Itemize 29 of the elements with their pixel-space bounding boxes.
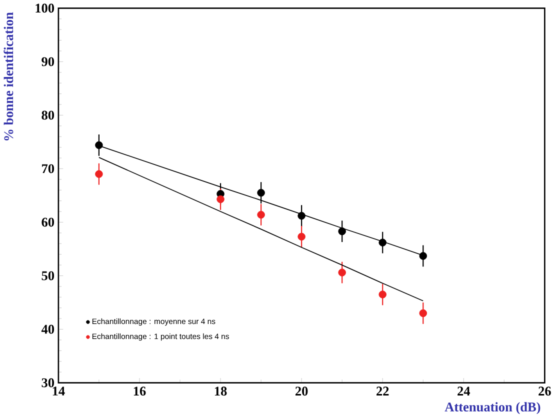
y-tick-label: 50 bbox=[42, 271, 54, 280]
x-tick-label: 24 bbox=[458, 386, 470, 396]
y-tick-label: 70 bbox=[42, 164, 54, 174]
point bbox=[338, 228, 346, 236]
point bbox=[257, 188, 265, 197]
x-tick-label: 18 bbox=[214, 386, 227, 396]
x-tick-label: 22 bbox=[376, 386, 389, 396]
y-tick-label: 100 bbox=[36, 4, 54, 13]
x-tick-label: 14 bbox=[52, 386, 65, 396]
x-axis-title: Attenuation (dB) bbox=[444, 402, 540, 414]
y-axis-title: % bonne identification bbox=[4, 12, 14, 140]
y-tick-label: 60 bbox=[42, 218, 54, 227]
point bbox=[419, 309, 427, 318]
y-tick-label: 40 bbox=[41, 324, 54, 334]
y-tick-label: 90 bbox=[42, 57, 54, 66]
point bbox=[95, 170, 103, 178]
point bbox=[338, 268, 346, 276]
point bbox=[95, 141, 103, 150]
point bbox=[378, 238, 386, 246]
x-tick-label: 16 bbox=[134, 386, 146, 396]
point bbox=[298, 232, 306, 241]
point bbox=[257, 210, 265, 219]
point bbox=[298, 212, 306, 220]
y-tick-label: 80 bbox=[42, 110, 54, 120]
x-tick-label: 20 bbox=[295, 386, 308, 396]
point bbox=[378, 290, 386, 298]
point bbox=[419, 252, 427, 260]
y-tick-label: 30 bbox=[42, 378, 54, 388]
x-tick-label: 26 bbox=[538, 386, 551, 396]
